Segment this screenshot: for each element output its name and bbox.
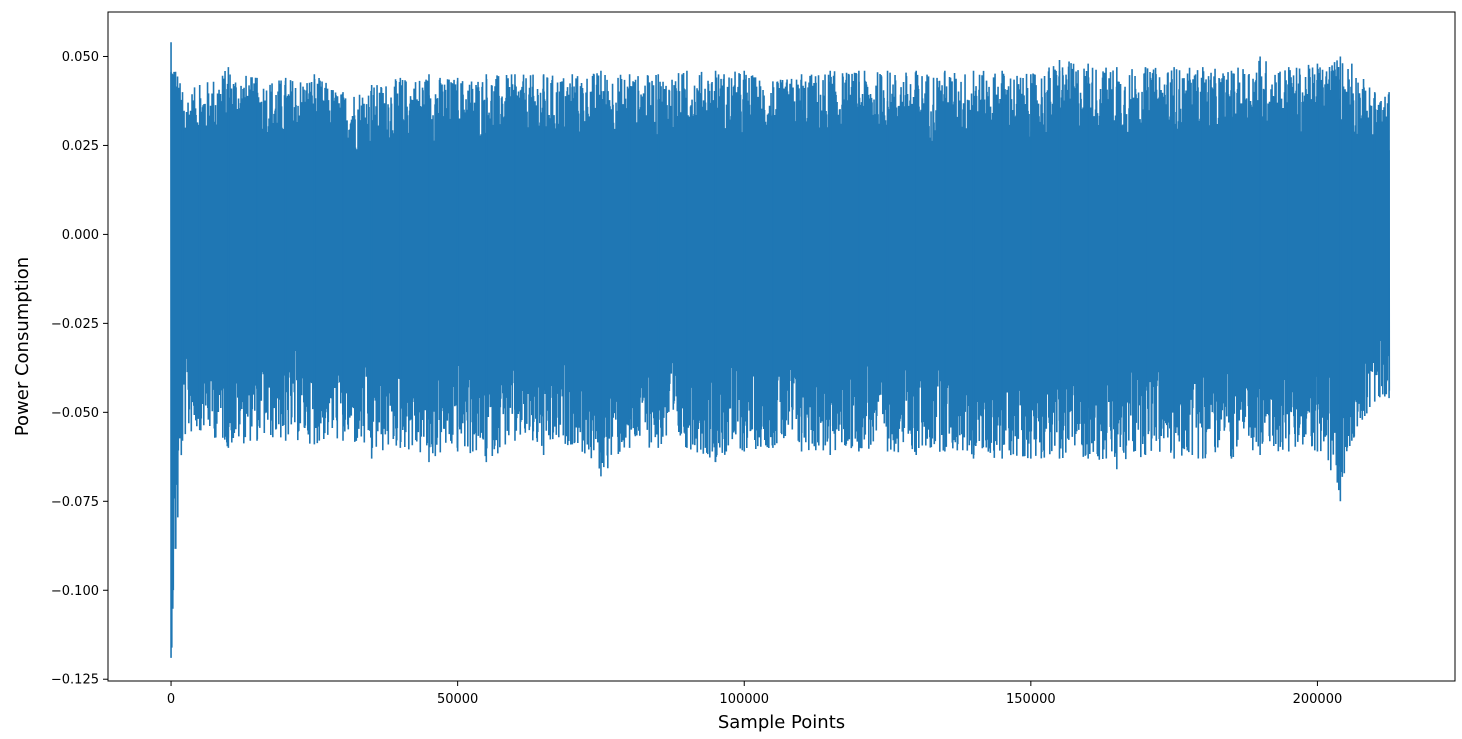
y-tick-label: −0.125 <box>51 673 99 688</box>
x-tick-label: 50000 <box>437 692 478 707</box>
y-tick-label: −0.100 <box>51 584 99 599</box>
y-tick-label: −0.025 <box>51 317 99 332</box>
y-tick-label: −0.075 <box>51 495 99 510</box>
x-tick-label: 150000 <box>1006 692 1056 707</box>
x-axis-title: Sample Points <box>718 712 845 733</box>
y-tick-label: 0.050 <box>62 50 99 65</box>
y-tick-label: 0.000 <box>62 228 99 243</box>
x-tick-label: 0 <box>167 692 175 707</box>
series-layer <box>170 42 1391 658</box>
axes-frame <box>107 11 1456 682</box>
plot-area <box>107 11 1456 682</box>
y-tick-label: −0.050 <box>51 406 99 421</box>
y-tick-label: 0.025 <box>62 139 99 154</box>
x-tick-label: 200000 <box>1293 692 1343 707</box>
x-tick-label: 100000 <box>719 692 769 707</box>
series-line <box>170 60 1391 648</box>
x-axis: 0 50000 100000 150000 200000 <box>167 681 1342 707</box>
y-axis-title: Power Consumption <box>12 257 33 436</box>
y-axis: −0.125 −0.100 −0.075 −0.050 −0.025 0.000 0.025… <box>51 50 108 688</box>
